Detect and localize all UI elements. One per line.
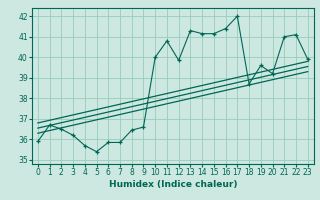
X-axis label: Humidex (Indice chaleur): Humidex (Indice chaleur) — [108, 180, 237, 189]
